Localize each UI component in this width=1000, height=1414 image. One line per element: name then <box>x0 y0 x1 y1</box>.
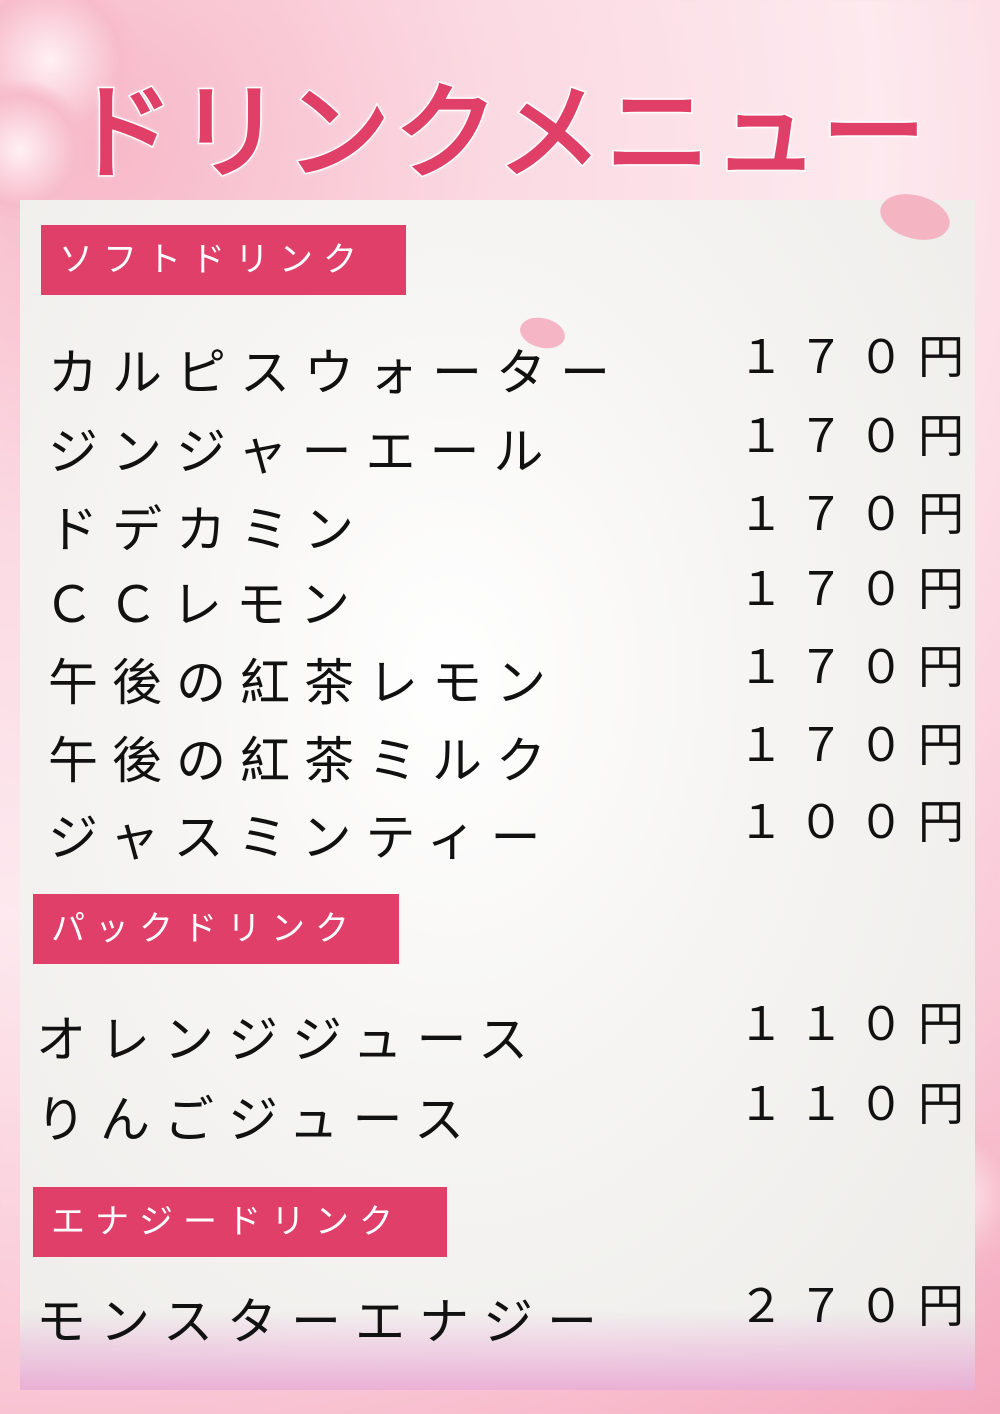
page-title: ドリンクメニュー <box>69 71 930 196</box>
item-price: １１０円 <box>738 997 978 1051</box>
item-name: ジャスミンティー <box>48 809 555 867</box>
menu-item: ジンジャーエール １７０円 <box>0 409 1000 482</box>
section-header-soft-drink: ソフトドリンク <box>41 225 406 295</box>
item-price: １７０円 <box>738 562 978 616</box>
item-price: ２７０円 <box>738 1279 978 1333</box>
item-name: 午後の紅茶レモン <box>48 654 560 712</box>
menu-item: 午後の紅茶ミルク １７０円 <box>0 718 1000 791</box>
item-price: １７０円 <box>738 718 978 772</box>
menu-item: りんごジュース １１０円 <box>0 1077 1000 1150</box>
item-price: １７０円 <box>738 640 978 694</box>
menu-item: ドデカミン １７０円 <box>0 487 1000 560</box>
item-name: オレンジジュース <box>36 1011 542 1069</box>
item-name: 午後の紅茶ミルク <box>48 732 560 790</box>
item-name: モンスターエナジー <box>36 1293 611 1351</box>
section-header-energy-drink: エナジードリンク <box>33 1187 447 1257</box>
item-name: ＣＣレモン <box>44 576 364 634</box>
section-header-pack-drink: パックドリンク <box>33 894 399 964</box>
menu-item: オレンジジュース １１０円 <box>0 997 1000 1070</box>
panel-watercolor-bottom <box>20 1310 975 1390</box>
item-name: ドデカミン <box>48 501 368 559</box>
item-name: ジンジャーエール <box>48 423 558 481</box>
item-price: １７０円 <box>738 487 978 541</box>
menu-item: モンスターエナジー ２７０円 <box>0 1279 1000 1352</box>
menu-item: カルピスウォーター １７０円 <box>0 330 1000 403</box>
item-name: りんごジュース <box>36 1091 478 1149</box>
menu-item: ジャスミンティー １００円 <box>0 795 1000 868</box>
menu-item: 午後の紅茶レモン １７０円 <box>0 640 1000 713</box>
item-name: カルピスウォーター <box>48 344 624 402</box>
menu-item: ＣＣレモン １７０円 <box>0 562 1000 635</box>
item-price: １７０円 <box>738 330 978 384</box>
item-price: １７０円 <box>738 409 978 463</box>
item-price: １００円 <box>738 795 978 849</box>
item-price: １１０円 <box>738 1077 978 1131</box>
